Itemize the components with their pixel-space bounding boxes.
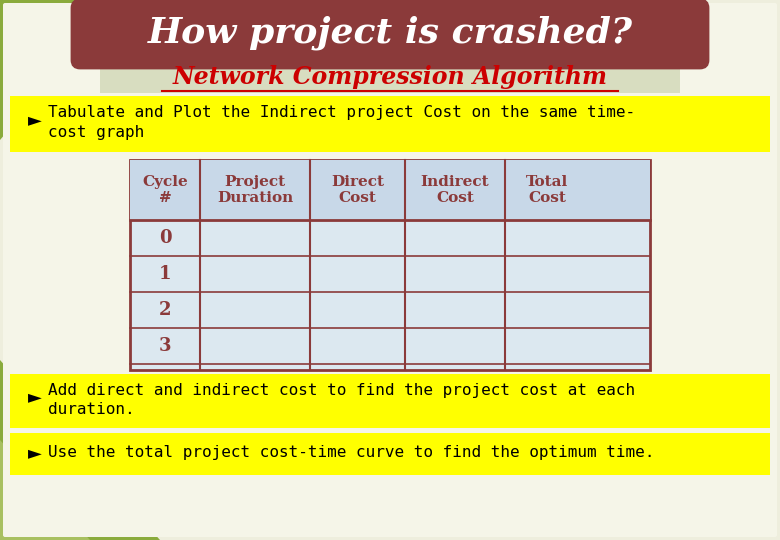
- Text: Network Compression Algorithm: Network Compression Algorithm: [172, 65, 608, 89]
- Polygon shape: [0, 440, 90, 540]
- Text: 1: 1: [159, 265, 172, 283]
- Polygon shape: [0, 0, 120, 140]
- Polygon shape: [0, 360, 160, 540]
- Text: ►: ►: [28, 111, 42, 129]
- FancyBboxPatch shape: [10, 433, 770, 475]
- Text: Project
Duration: Project Duration: [217, 175, 293, 205]
- Text: Use the total project cost-time curve to find the optimum time.: Use the total project cost-time curve to…: [48, 446, 654, 461]
- Text: Tabulate and Plot the Indirect project Cost on the same time-: Tabulate and Plot the Indirect project C…: [48, 105, 635, 119]
- FancyBboxPatch shape: [3, 3, 777, 537]
- Text: How project is crashed?: How project is crashed?: [147, 16, 633, 50]
- Text: cost graph: cost graph: [48, 125, 144, 140]
- Text: duration.: duration.: [48, 402, 135, 417]
- Text: 0: 0: [158, 229, 172, 247]
- Text: ►: ►: [28, 444, 42, 462]
- Text: Cycle
#: Cycle #: [142, 175, 188, 205]
- FancyBboxPatch shape: [10, 374, 770, 428]
- Text: ►: ►: [28, 388, 42, 406]
- Text: 2: 2: [159, 301, 172, 319]
- FancyBboxPatch shape: [72, 0, 708, 68]
- Text: 3: 3: [159, 337, 172, 355]
- Text: Add direct and indirect cost to find the project cost at each: Add direct and indirect cost to find the…: [48, 382, 635, 397]
- FancyBboxPatch shape: [130, 160, 650, 370]
- Text: Indirect
Cost: Indirect Cost: [420, 175, 489, 205]
- Text: Total
Cost: Total Cost: [526, 175, 569, 205]
- FancyBboxPatch shape: [130, 160, 650, 220]
- FancyBboxPatch shape: [100, 61, 680, 93]
- Text: Direct
Cost: Direct Cost: [331, 175, 384, 205]
- FancyBboxPatch shape: [10, 96, 770, 152]
